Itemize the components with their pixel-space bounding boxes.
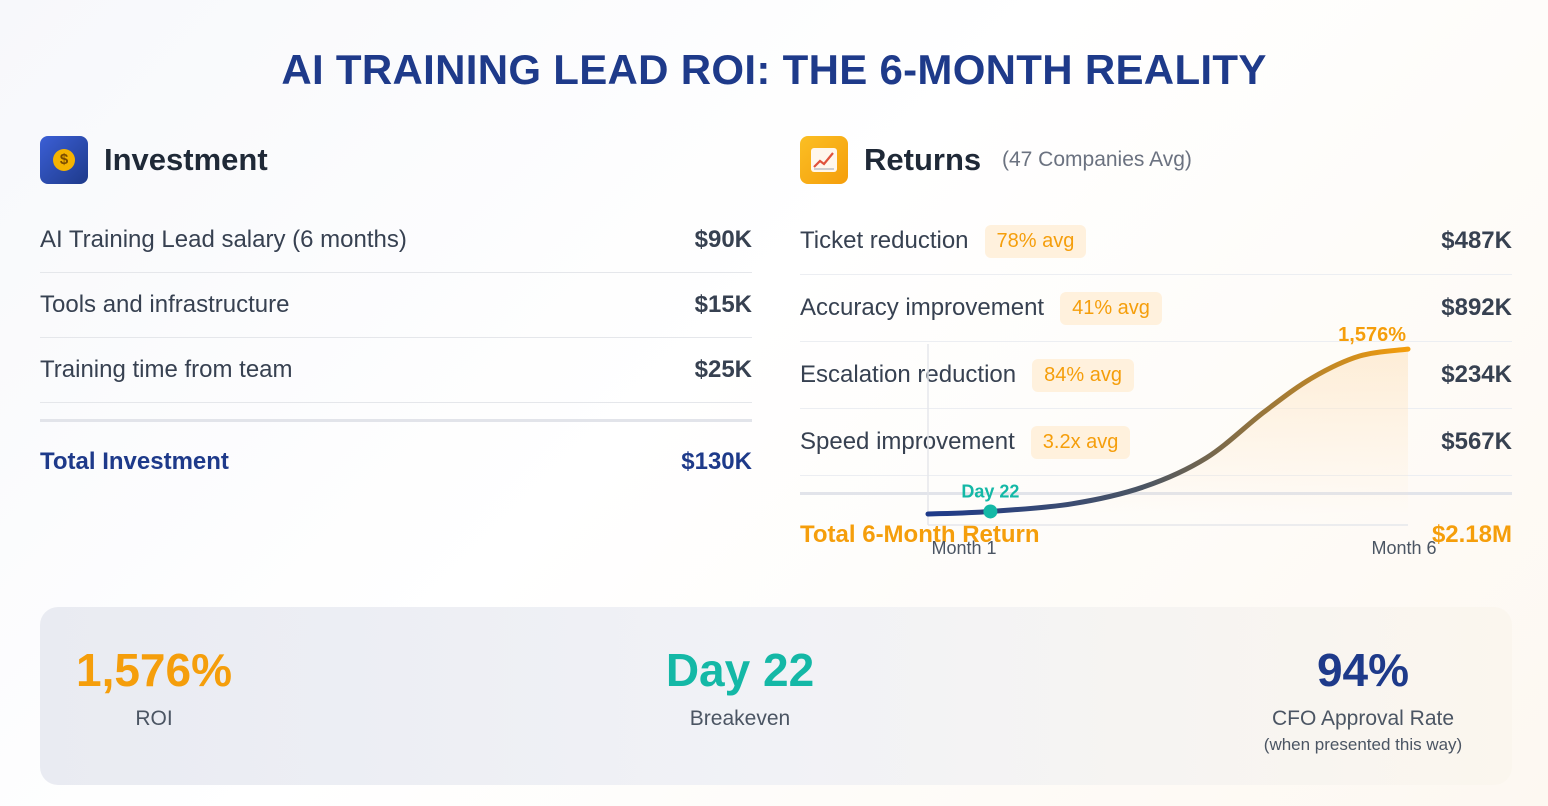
item-label: Accuracy improvement: [800, 294, 1045, 321]
page-title: AI TRAINING LEAD ROI: THE 6-MONTH REALIT…: [281, 46, 1267, 93]
kpi-label: Breakeven: [689, 707, 791, 730]
total-amount: $130K: [681, 448, 752, 475]
list-item: Accuracy improvement 41% avg $892K: [800, 275, 1512, 342]
list-item: Ticket reduction 78% avg $487K: [800, 208, 1512, 275]
kpi-value: 94%: [1316, 644, 1410, 696]
avg-badge: 78% avg: [984, 224, 1087, 258]
kpi-label: ROI: [135, 707, 173, 730]
returns-total: Total 6-Month Return $2.18M: [800, 521, 1512, 549]
item-amount: $892K: [1441, 294, 1512, 321]
returns-list: Ticket reduction 78% avg $487K Accuracy …: [800, 208, 1512, 549]
divider: [800, 492, 1512, 495]
chart-increasing-icon: [800, 136, 848, 184]
item-label: Speed improvement: [800, 428, 1015, 455]
kpi-cfo-approval: 94% CFO Approval Rate (when presented th…: [1230, 643, 1496, 755]
item-amount: $90K: [694, 226, 752, 253]
item-label: Ticket reduction: [800, 227, 969, 254]
kpi-breakeven: Day 22 Breakeven: [640, 643, 840, 731]
list-item: Escalation reduction 84% avg $234K: [800, 342, 1512, 409]
item-amount: $15K: [694, 291, 752, 318]
item-label: AI Training Lead salary (6 months): [40, 226, 407, 253]
avg-badge: 3.2x avg: [1030, 425, 1131, 459]
avg-badge: 84% avg: [1032, 358, 1134, 392]
total-amount: $2.18M: [1431, 521, 1512, 548]
list-item: AI Training Lead salary (6 months) $90K: [40, 208, 752, 273]
money-bag-icon: $: [40, 136, 88, 184]
investment-heading: Investment: [104, 142, 268, 177]
item-amount: $567K: [1441, 428, 1512, 455]
returns-header: Returns (47 Companies Avg): [800, 136, 1512, 186]
item-label: Training time from team: [40, 356, 293, 383]
investment-total: Total Investment $130K: [40, 448, 752, 476]
item-label: Escalation reduction: [800, 361, 1017, 388]
returns-section: Returns (47 Companies Avg) Ticket reduct…: [800, 136, 1512, 549]
kpi-label: CFO Approval Rate: [1271, 707, 1455, 730]
investment-section: $ Investment AI Training Lead salary (6 …: [40, 136, 752, 476]
item-amount: $234K: [1441, 361, 1512, 388]
list-item: Training time from team $25K: [40, 338, 752, 403]
kpi-value: 1,576%: [75, 644, 232, 696]
kpi-value: Day 22: [665, 644, 815, 696]
investment-header: $ Investment: [40, 136, 752, 186]
list-item: Tools and infrastructure $15K: [40, 273, 752, 338]
kpi-roi: 1,576% ROI: [70, 643, 238, 731]
returns-heading: Returns: [864, 142, 982, 177]
kpi-note: (when presented this way): [1263, 735, 1463, 754]
divider: [40, 419, 752, 422]
total-label: Total 6-Month Return: [800, 521, 1040, 548]
item-label: Tools and infrastructure: [40, 291, 290, 318]
item-amount: $487K: [1441, 227, 1512, 254]
investment-list: AI Training Lead salary (6 months) $90K …: [40, 208, 752, 476]
avg-badge: 41% avg: [1060, 291, 1162, 325]
list-item: Speed improvement 3.2x avg $567K: [800, 409, 1512, 476]
item-amount: $25K: [694, 356, 752, 383]
total-label: Total Investment: [40, 448, 229, 475]
returns-subheading: (47 Companies Avg): [1002, 148, 1192, 171]
kpi-summary-bar: 1,576% ROI Day 22 Breakeven 94% CFO Appr…: [40, 607, 1512, 785]
